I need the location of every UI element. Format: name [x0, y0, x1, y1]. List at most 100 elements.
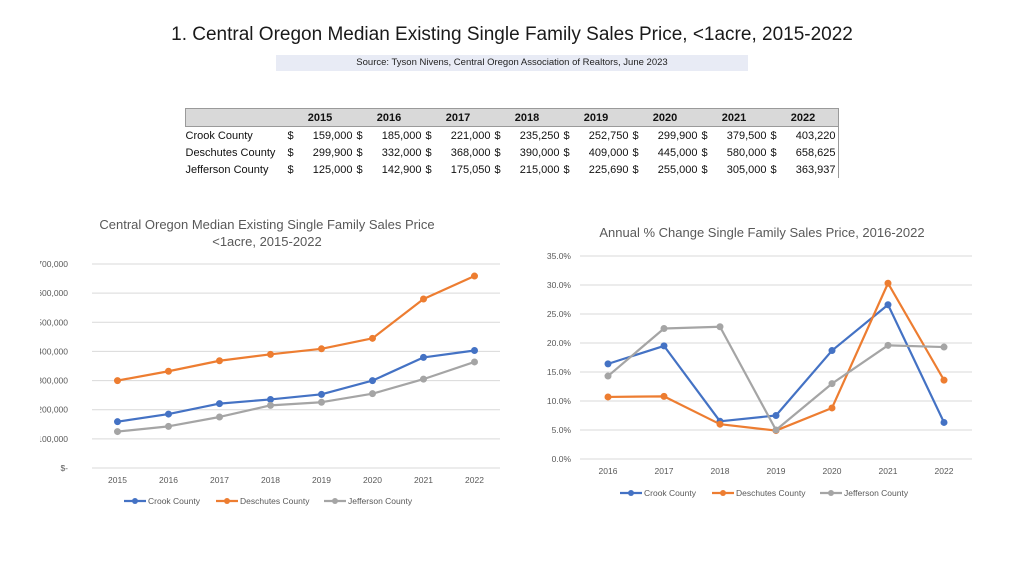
y-tick-label: $700,000 [40, 259, 68, 269]
x-tick-label: 2022 [465, 475, 484, 485]
price-value: 125,000 [312, 163, 353, 176]
y-tick-label: $400,000 [40, 346, 68, 356]
data-point [660, 392, 668, 400]
legend-marker [628, 490, 634, 496]
annual-change-line-chart: Annual % Change Single Family Sales Pric… [547, 225, 972, 498]
y-tick-label: 35.0% [547, 251, 572, 261]
y-tick-label: 15.0% [547, 367, 572, 377]
legend-marker [224, 498, 230, 504]
data-point [216, 413, 223, 421]
x-tick-label: 2017 [655, 466, 674, 476]
price-table: 2015 2016 2017 2018 2019 2020 2021 2022 … [185, 108, 839, 178]
price-value: 305,000 [726, 163, 767, 176]
price-value: 368,000 [450, 146, 491, 159]
price-cell: $403,220 [768, 126, 839, 144]
currency-symbol: $ [425, 129, 432, 142]
series-line [117, 349, 475, 423]
table-row: Crook County $159,000 $185,000 $221,000 $235… [186, 126, 839, 145]
data-point [420, 295, 427, 303]
chart-title: Central Oregon Median Existing Single Fa… [99, 217, 434, 232]
price-cell: $363,937 [768, 161, 839, 178]
data-point [318, 398, 325, 406]
price-value: 332,000 [381, 146, 422, 159]
price-value: 159,000 [312, 129, 353, 142]
currency-symbol: $ [425, 146, 432, 159]
legend-label: Crook County [148, 496, 201, 506]
price-value: 299,900 [657, 129, 698, 142]
price-cell: $159,000 [286, 127, 355, 145]
price-value: 445,000 [657, 146, 698, 159]
price-value: 658,625 [795, 146, 836, 159]
legend-label: Jefferson County [348, 496, 413, 506]
series-line [117, 275, 475, 382]
y-tick-label: 10.0% [547, 396, 572, 406]
currency-symbol: $ [701, 146, 708, 159]
price-value: 403,220 [795, 129, 836, 142]
data-point [267, 401, 274, 409]
data-point [369, 377, 376, 385]
data-point [940, 343, 948, 351]
x-tick-label: 2016 [159, 475, 178, 485]
price-cell: $225,690 [562, 161, 631, 178]
table-header-row: 2015 2016 2017 2018 2019 2020 2021 2022 [185, 108, 839, 127]
y-tick-label: $200,000 [40, 405, 68, 415]
data-point [828, 404, 836, 412]
price-value: 215,000 [519, 163, 560, 176]
currency-symbol: $ [287, 146, 294, 159]
data-point [940, 376, 948, 384]
x-tick-label: 2018 [261, 475, 280, 485]
data-point [318, 390, 325, 398]
price-value: 175,050 [450, 163, 491, 176]
year-header: 2021 [699, 108, 769, 127]
x-tick-label: 2022 [935, 466, 954, 476]
data-point [828, 380, 836, 388]
price-value: 409,000 [588, 146, 629, 159]
price-value: 221,000 [450, 129, 491, 142]
data-point [114, 428, 121, 436]
legend-marker [132, 498, 138, 504]
table-row: Jefferson County $125,000 $142,900 $175,050… [186, 161, 839, 178]
x-tick-label: 2018 [711, 466, 730, 476]
data-point [604, 393, 612, 401]
x-tick-label: 2019 [312, 475, 331, 485]
data-point [940, 418, 948, 426]
price-cell: $125,000 [286, 161, 355, 178]
price-value: 390,000 [519, 146, 560, 159]
data-point [114, 418, 121, 426]
price-cell: $235,250 [493, 127, 562, 145]
year-header: 2020 [630, 108, 700, 127]
data-point [165, 410, 172, 418]
price-cell: $658,625 [768, 144, 839, 161]
data-point [716, 420, 724, 428]
price-cell: $142,900 [355, 161, 424, 178]
data-point [471, 272, 478, 280]
series-line [607, 303, 945, 423]
legend-label: Deschutes County [736, 488, 806, 498]
y-tick-label: 0.0% [552, 454, 572, 464]
county-name-cell: Jefferson County [185, 163, 269, 176]
data-point [716, 323, 724, 331]
data-point [884, 301, 892, 309]
data-point [420, 375, 427, 383]
currency-symbol: $ [632, 146, 639, 159]
y-tick-label: $600,000 [40, 288, 68, 298]
legend-marker [332, 498, 338, 504]
price-cell: $390,000 [493, 144, 562, 161]
county-name-cell: Deschutes County [185, 146, 276, 159]
page-title: 1. Central Oregon Median Existing Single… [171, 24, 853, 45]
price-cell: $445,000 [631, 144, 700, 161]
y-tick-label: 20.0% [547, 338, 572, 348]
x-tick-label: 2021 [414, 475, 433, 485]
price-cell: $368,000 [424, 144, 493, 161]
data-point [267, 395, 274, 403]
legend-label: Jefferson County [844, 488, 909, 498]
year-header: 2017 [423, 108, 493, 127]
x-tick-label: 2021 [879, 466, 898, 476]
currency-symbol: $ [563, 163, 570, 176]
currency-symbol: $ [425, 163, 432, 176]
y-tick-label: 5.0% [552, 425, 572, 435]
data-point [216, 400, 223, 408]
price-cell: $221,000 [424, 127, 493, 145]
legend-label: Crook County [644, 488, 697, 498]
data-point [604, 372, 612, 380]
